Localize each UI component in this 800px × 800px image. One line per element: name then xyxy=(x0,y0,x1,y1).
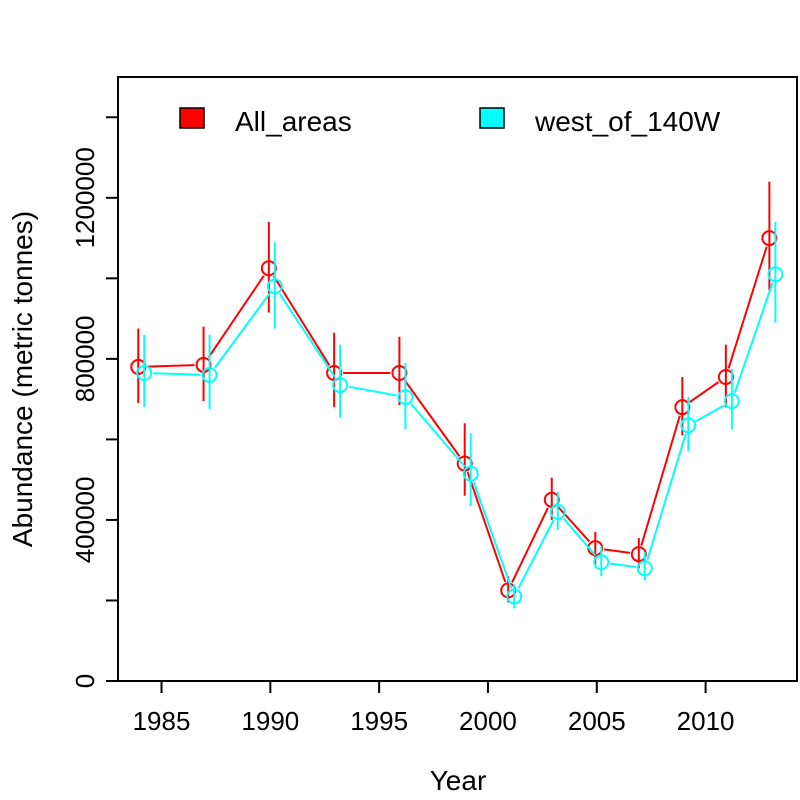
series-line-segment xyxy=(604,548,631,554)
x-tick-label: 1995 xyxy=(350,706,408,736)
y-tick-label: 400000 xyxy=(70,477,100,564)
series-line-segment xyxy=(511,507,549,583)
series-line-segment xyxy=(557,505,591,543)
legend-swatch-All_areas xyxy=(179,107,205,129)
series-line-segment xyxy=(695,404,725,422)
y-tick-label: 800000 xyxy=(70,315,100,402)
series-line-segment xyxy=(466,471,507,583)
data-point xyxy=(723,393,740,410)
legend-label-All_areas: All_areas xyxy=(235,106,352,137)
series-line-segment xyxy=(278,293,336,379)
y-tick-label: 0 xyxy=(70,674,100,688)
series-west_of_140W xyxy=(136,221,784,609)
series-line-segment xyxy=(348,385,397,397)
data-point xyxy=(593,554,610,571)
x-axis-title: Year xyxy=(430,765,487,796)
series-line-segment xyxy=(689,381,720,403)
y-axis: 0 400000 800000 1200000 xyxy=(70,116,118,688)
series-line-segment xyxy=(610,562,637,569)
series-All_areas xyxy=(130,181,778,603)
series-line-segment xyxy=(207,275,265,359)
legend: All_areas west_of_140W xyxy=(179,106,721,137)
series-line-segment xyxy=(147,364,195,368)
data-point xyxy=(506,588,523,605)
series-line-segment xyxy=(640,415,681,546)
y-axis-title: Abundance (metric tonnes) xyxy=(7,211,38,547)
data-point xyxy=(462,465,479,482)
series-line-segment xyxy=(472,481,513,589)
x-tick-label: 2005 xyxy=(568,706,626,736)
legend-swatch-west_of_140W xyxy=(479,107,505,129)
data-point xyxy=(136,364,153,381)
x-tick-label: 1985 xyxy=(133,706,191,736)
series-line-segment xyxy=(410,403,466,468)
series-line-segment xyxy=(214,293,271,369)
data-point xyxy=(397,389,414,406)
series-line-segment xyxy=(517,519,555,589)
x-tick-label: 2000 xyxy=(459,706,517,736)
series-layer xyxy=(130,181,784,609)
x-axis: 1985 1990 1995 2000 2005 2010 xyxy=(133,681,735,736)
series-line-segment xyxy=(733,282,774,393)
legend-label-west_of_140W: west_of_140W xyxy=(534,106,721,137)
plot-frame xyxy=(117,76,798,682)
series-line-segment xyxy=(272,275,331,366)
series-line-segment xyxy=(153,372,201,376)
series-line-segment xyxy=(646,433,687,560)
data-point xyxy=(680,417,697,434)
x-tick-label: 1990 xyxy=(241,706,299,736)
x-tick-label: 2010 xyxy=(677,706,735,736)
series-line-segment xyxy=(403,379,461,457)
data-point xyxy=(332,377,349,394)
data-point xyxy=(767,266,784,283)
series-line-segment xyxy=(562,518,597,557)
y-tick-label: 1200000 xyxy=(70,147,100,248)
data-point xyxy=(636,560,653,577)
series-line-segment xyxy=(727,246,768,369)
data-point xyxy=(201,366,218,383)
data-point xyxy=(549,503,566,520)
data-point xyxy=(266,278,283,295)
